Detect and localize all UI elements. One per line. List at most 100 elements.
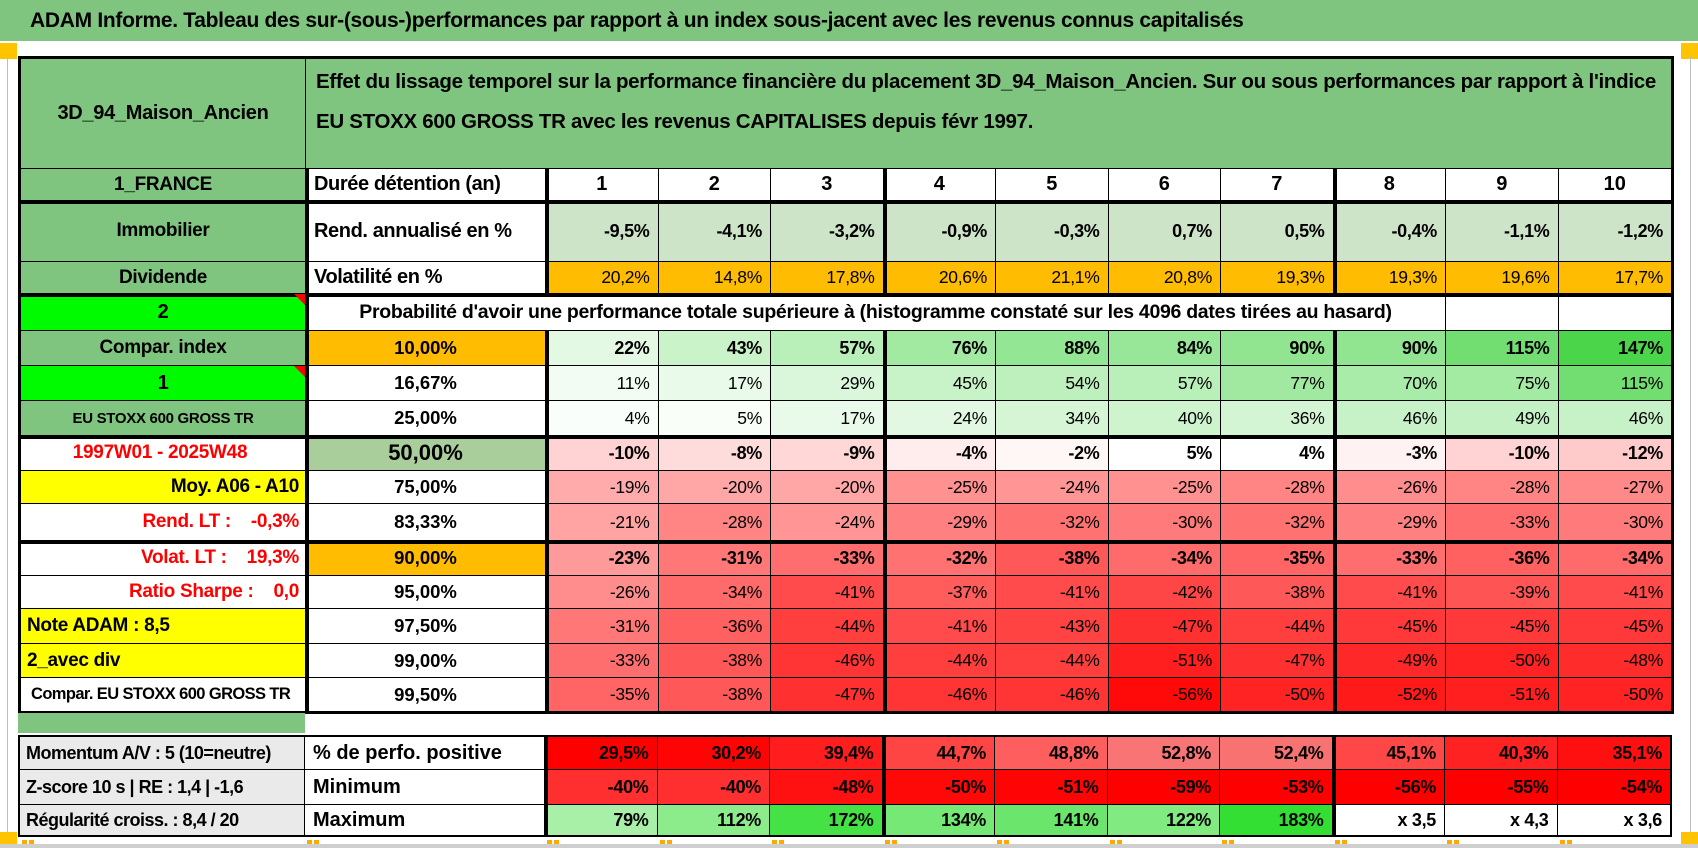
value-cell[interactable]: -10% (546, 436, 659, 471)
value-cell[interactable]: -44% (771, 609, 884, 644)
value-cell[interactable]: -28% (658, 504, 771, 541)
value-cell[interactable]: -27% (1558, 471, 1671, 504)
value-cell[interactable]: 57% (771, 331, 884, 366)
value-cell[interactable]: 112% (657, 805, 770, 835)
value-cell[interactable]: -30% (1108, 504, 1221, 541)
stat-row-subheader[interactable]: Maximum (305, 805, 545, 835)
value-cell[interactable]: 84% (1108, 331, 1221, 366)
value-cell[interactable]: 134% (882, 805, 995, 835)
value-cell[interactable]: -41% (771, 576, 884, 609)
value-cell[interactable]: -41% (883, 609, 996, 644)
value-cell[interactable]: 115% (1558, 366, 1671, 401)
value-cell[interactable]: 5% (1108, 436, 1221, 471)
row-subheader[interactable]: 10,00% (306, 331, 546, 366)
value-cell[interactable]: -47% (1108, 609, 1221, 644)
value-cell[interactable]: -38% (658, 678, 771, 711)
value-cell[interactable]: -38% (1221, 576, 1334, 609)
value-cell[interactable]: 22% (546, 331, 659, 366)
value-cell[interactable]: 4% (1221, 436, 1334, 471)
duration-header-cell[interactable]: 4 (883, 169, 996, 201)
value-cell[interactable]: -10% (1446, 436, 1559, 471)
value-cell[interactable]: -9,5% (546, 201, 659, 262)
duration-header-cell[interactable]: 7 (1221, 169, 1334, 201)
value-cell[interactable]: -44% (996, 644, 1109, 678)
value-cell[interactable]: -33% (771, 541, 884, 576)
row-label-with-comment-indicator-icon[interactable]: 2 (21, 294, 306, 331)
empty-cell[interactable] (1558, 294, 1671, 331)
row-subheader[interactable]: 16,67% (306, 366, 546, 401)
value-cell[interactable]: -49% (1333, 644, 1446, 678)
value-cell[interactable]: -50% (1221, 678, 1334, 711)
value-cell[interactable]: -34% (658, 576, 771, 609)
value-cell[interactable]: 19,6% (1446, 262, 1559, 294)
value-cell[interactable]: 29,5% (545, 737, 658, 770)
empty-cell[interactable] (1446, 294, 1559, 331)
value-cell[interactable]: -51% (995, 770, 1108, 805)
value-cell[interactable]: 147% (1558, 331, 1671, 366)
value-cell[interactable]: 21,1% (996, 262, 1109, 294)
value-cell[interactable]: -47% (771, 678, 884, 711)
value-cell[interactable]: 44,7% (882, 737, 995, 770)
value-cell[interactable]: 29% (771, 366, 884, 401)
value-cell[interactable]: -12% (1558, 436, 1671, 471)
value-cell[interactable]: 88% (996, 331, 1109, 366)
value-cell[interactable]: -33% (1333, 541, 1446, 576)
value-cell[interactable]: -46% (996, 678, 1109, 711)
value-cell[interactable]: 77% (1221, 366, 1334, 401)
duration-header-cell[interactable]: 1 (546, 169, 659, 201)
value-cell[interactable]: -21% (546, 504, 659, 541)
value-cell[interactable]: -44% (883, 644, 996, 678)
value-cell[interactable]: 70% (1333, 366, 1446, 401)
value-cell[interactable]: -4,1% (658, 201, 771, 262)
value-cell[interactable]: 54% (996, 366, 1109, 401)
value-cell[interactable]: -42% (1108, 576, 1221, 609)
value-cell[interactable]: 17% (771, 401, 884, 436)
stat-row-label[interactable]: Régularité croiss. : 8,4 / 20 (20, 805, 305, 835)
value-cell[interactable]: 75% (1446, 366, 1559, 401)
value-cell[interactable]: -35% (546, 678, 659, 711)
value-cell[interactable]: x 3,5 (1332, 805, 1445, 835)
row-label[interactable]: Compar. EU STOXX 600 GROSS TR (21, 678, 306, 711)
value-cell[interactable]: -8% (658, 436, 771, 471)
value-cell[interactable]: -0,9% (883, 201, 996, 262)
value-cell[interactable]: 115% (1446, 331, 1559, 366)
row-subheader[interactable]: Durée détention (an) (306, 169, 546, 201)
value-cell[interactable]: -3% (1333, 436, 1446, 471)
value-cell[interactable]: -25% (1108, 471, 1221, 504)
value-cell[interactable]: -38% (658, 644, 771, 678)
value-cell[interactable]: 46% (1558, 401, 1671, 436)
row-subheader[interactable]: 97,50% (306, 609, 546, 644)
value-cell[interactable]: 90% (1221, 331, 1334, 366)
value-cell[interactable]: 57% (1108, 366, 1221, 401)
value-cell[interactable]: -23% (546, 541, 659, 576)
value-cell[interactable]: -28% (1446, 471, 1559, 504)
value-cell[interactable]: -20% (658, 471, 771, 504)
value-cell[interactable]: 19,3% (1333, 262, 1446, 294)
duration-header-cell[interactable]: 10 (1558, 169, 1671, 201)
value-cell[interactable]: -19% (546, 471, 659, 504)
value-cell[interactable]: 0,5% (1221, 201, 1334, 262)
value-cell[interactable]: 20,8% (1108, 262, 1221, 294)
value-cell[interactable]: 17,8% (771, 262, 884, 294)
value-cell[interactable]: 20,2% (546, 262, 659, 294)
value-cell[interactable]: -36% (1446, 541, 1559, 576)
value-cell[interactable]: -20% (771, 471, 884, 504)
stat-row-subheader[interactable]: % de perfo. positive (305, 737, 545, 770)
value-cell[interactable]: -32% (1221, 504, 1334, 541)
value-cell[interactable]: 52,4% (1220, 737, 1333, 770)
value-cell[interactable]: 46% (1333, 401, 1446, 436)
value-cell[interactable]: 0,7% (1108, 201, 1221, 262)
value-cell[interactable]: -51% (1108, 644, 1221, 678)
value-cell[interactable]: -1,2% (1558, 201, 1671, 262)
value-cell[interactable]: 45,1% (1332, 737, 1445, 770)
value-cell[interactable]: 36% (1221, 401, 1334, 436)
value-cell[interactable]: -44% (1221, 609, 1334, 644)
value-cell[interactable]: 39,4% (770, 737, 883, 770)
duration-header-cell[interactable]: 5 (996, 169, 1109, 201)
value-cell[interactable]: 45% (883, 366, 996, 401)
value-cell[interactable]: -50% (1558, 678, 1671, 711)
value-cell[interactable]: 30,2% (657, 737, 770, 770)
value-cell[interactable]: 141% (995, 805, 1108, 835)
value-cell[interactable]: -31% (658, 541, 771, 576)
value-cell[interactable]: -39% (1446, 576, 1559, 609)
